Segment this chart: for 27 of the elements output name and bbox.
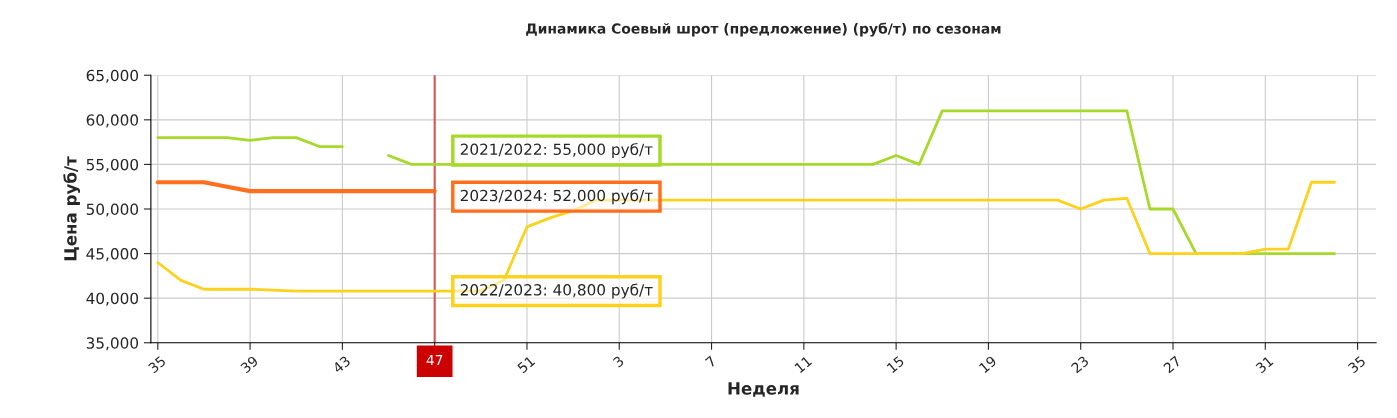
y-tick-label: 35,000 <box>86 337 139 351</box>
x-tick-label: 43 <box>331 355 351 374</box>
y-tick-label: 55,000 <box>86 158 139 172</box>
chart-title: Динамика Соевый шрот (предложение) (руб/т) по сезонам <box>526 22 1001 37</box>
x-tick-label: 31 <box>1255 355 1274 374</box>
x-tick-label: 23 <box>1070 355 1090 374</box>
y-axis-title: Цена руб/т <box>63 156 81 261</box>
x-tick-label: 35 <box>147 355 167 374</box>
x-tick-label: 27 <box>1162 355 1182 374</box>
x-tick-label: 19 <box>978 355 998 374</box>
x-axis-title: Неделя <box>728 382 799 397</box>
y-tick-label: 40,000 <box>86 292 139 306</box>
x-tick-label: 11 <box>794 355 813 374</box>
text: 2022/2023: 40,800 руб/т <box>460 283 653 299</box>
x-tick-label: 39 <box>239 355 259 374</box>
x-tick-label: 47 <box>426 354 443 366</box>
x-tick-label: 7 <box>704 355 717 368</box>
x-tick-label: 3 <box>612 355 625 368</box>
text: 2023/2024: 52,000 руб/т <box>460 189 653 205</box>
text: 2021/2022: 55,000 руб/т <box>460 143 653 159</box>
x-tick-label: 35 <box>1347 355 1367 374</box>
y-tick-label: 65,000 <box>86 69 139 83</box>
x-tick-label: 51 <box>516 355 536 374</box>
y-tick-label: 50,000 <box>86 203 139 217</box>
y-tick-label: 60,000 <box>86 114 139 128</box>
y-tick-label: 45,000 <box>86 248 139 262</box>
x-tick-label: 15 <box>886 355 905 374</box>
